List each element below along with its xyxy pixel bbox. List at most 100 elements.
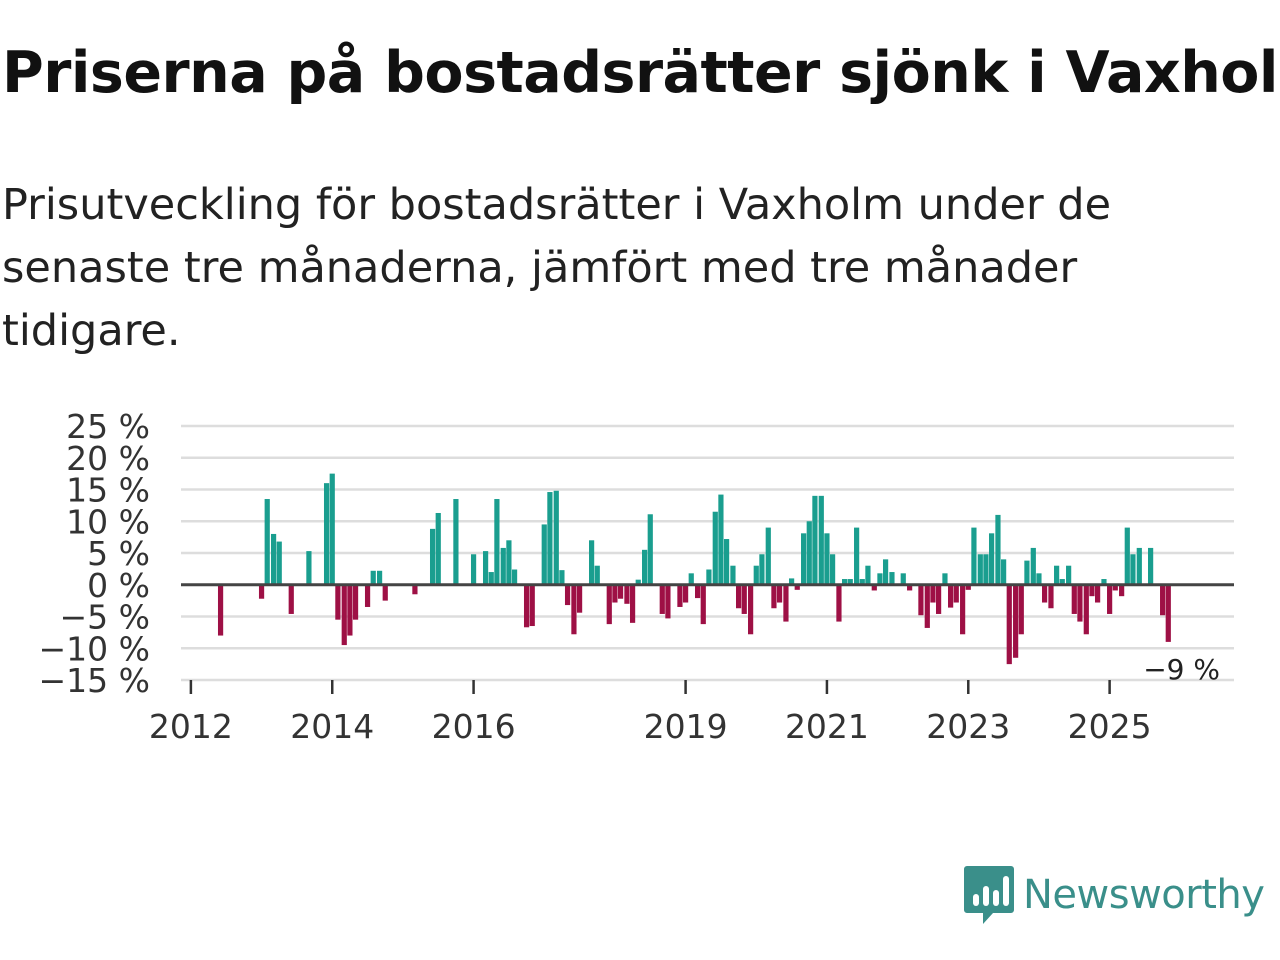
bar <box>412 584 418 595</box>
y-tick-label: −10 % <box>39 629 151 668</box>
bar-chart: 25 %20 %15 %10 %5 %0 %−5 %−10 %−15 % 201… <box>39 407 1234 746</box>
bar <box>712 511 718 585</box>
bar <box>818 495 824 585</box>
bar <box>842 579 848 585</box>
bar <box>642 549 648 585</box>
bar <box>665 584 671 619</box>
bar <box>1006 584 1012 665</box>
bar <box>829 554 836 585</box>
bar <box>494 499 500 585</box>
bar <box>794 584 800 590</box>
chart-subtitle: Prisutveckling för bostadsrätter i Vaxho… <box>2 180 1112 356</box>
bar <box>759 554 765 585</box>
bar <box>953 584 959 603</box>
bar <box>617 584 624 599</box>
bar <box>847 579 853 585</box>
bar <box>735 584 742 609</box>
bar <box>1136 547 1142 585</box>
bar <box>824 533 830 585</box>
bar <box>854 527 860 585</box>
bar <box>453 499 459 585</box>
bar <box>877 573 883 585</box>
bar <box>1036 573 1042 585</box>
y-tick-label: −15 % <box>39 661 151 700</box>
bar <box>948 584 954 608</box>
bars <box>217 473 1171 665</box>
bar <box>812 495 818 585</box>
bar <box>376 570 383 585</box>
bar <box>488 572 494 585</box>
bar <box>1124 527 1130 585</box>
bar <box>335 584 341 620</box>
bar <box>765 527 771 585</box>
bar <box>270 533 277 585</box>
bar <box>1001 559 1007 585</box>
bar <box>748 584 754 635</box>
bar <box>553 490 559 585</box>
bar <box>523 584 530 628</box>
bar <box>541 524 547 585</box>
bar <box>429 528 436 585</box>
bar <box>482 551 489 585</box>
x-tick-label: 2014 <box>290 707 374 746</box>
bar <box>882 559 889 585</box>
y-tick-label: 20 % <box>66 439 150 478</box>
bar <box>859 579 865 585</box>
bar <box>983 554 989 585</box>
bar <box>723 539 730 585</box>
bar <box>1071 584 1077 614</box>
x-tick-label: 2021 <box>785 707 869 746</box>
bar <box>776 584 783 603</box>
bar <box>470 554 477 585</box>
bar <box>935 584 942 614</box>
bar <box>1077 584 1083 622</box>
bar <box>288 584 294 614</box>
y-tick-label: 15 % <box>66 471 150 510</box>
bar <box>564 584 571 606</box>
bar <box>1048 584 1054 609</box>
newsworthy-logo: Newsworthy <box>963 864 1265 926</box>
last-value-label: −9 % <box>1143 653 1220 686</box>
bar <box>1059 579 1065 585</box>
y-tick-label: 25 % <box>66 407 150 446</box>
bar <box>871 584 877 591</box>
bar <box>306 551 312 585</box>
bar <box>1165 584 1171 642</box>
bar <box>930 584 936 603</box>
bar <box>1160 584 1166 616</box>
bar <box>1089 584 1095 597</box>
x-tick-label: 2012 <box>149 707 233 746</box>
bar <box>217 584 224 636</box>
bar <box>594 565 600 585</box>
bar <box>865 565 871 585</box>
bar <box>1030 547 1036 585</box>
bar <box>347 584 353 636</box>
bar <box>370 570 376 585</box>
bar <box>559 570 565 585</box>
bar <box>1112 584 1118 591</box>
bar <box>889 572 895 585</box>
bar <box>971 527 977 585</box>
bar <box>1119 584 1125 597</box>
y-tick-label: 0 % <box>87 566 150 605</box>
bar <box>924 584 930 628</box>
bar <box>1066 565 1072 585</box>
bar <box>988 533 995 585</box>
bar <box>677 584 683 607</box>
bar <box>511 569 518 585</box>
bar <box>629 584 636 623</box>
bar <box>695 584 701 599</box>
bar <box>741 584 747 614</box>
bar <box>801 533 807 585</box>
bar <box>753 565 759 585</box>
bar <box>836 584 842 622</box>
bar <box>364 584 371 607</box>
bar <box>907 584 913 591</box>
bar <box>700 584 706 625</box>
x-tick-label: 2019 <box>644 707 728 746</box>
bar <box>382 584 388 601</box>
bar <box>806 521 812 585</box>
y-tick-label: −5 % <box>60 598 151 637</box>
bar <box>942 573 948 585</box>
newsworthy-logo-text: Newsworthy <box>1023 872 1265 918</box>
